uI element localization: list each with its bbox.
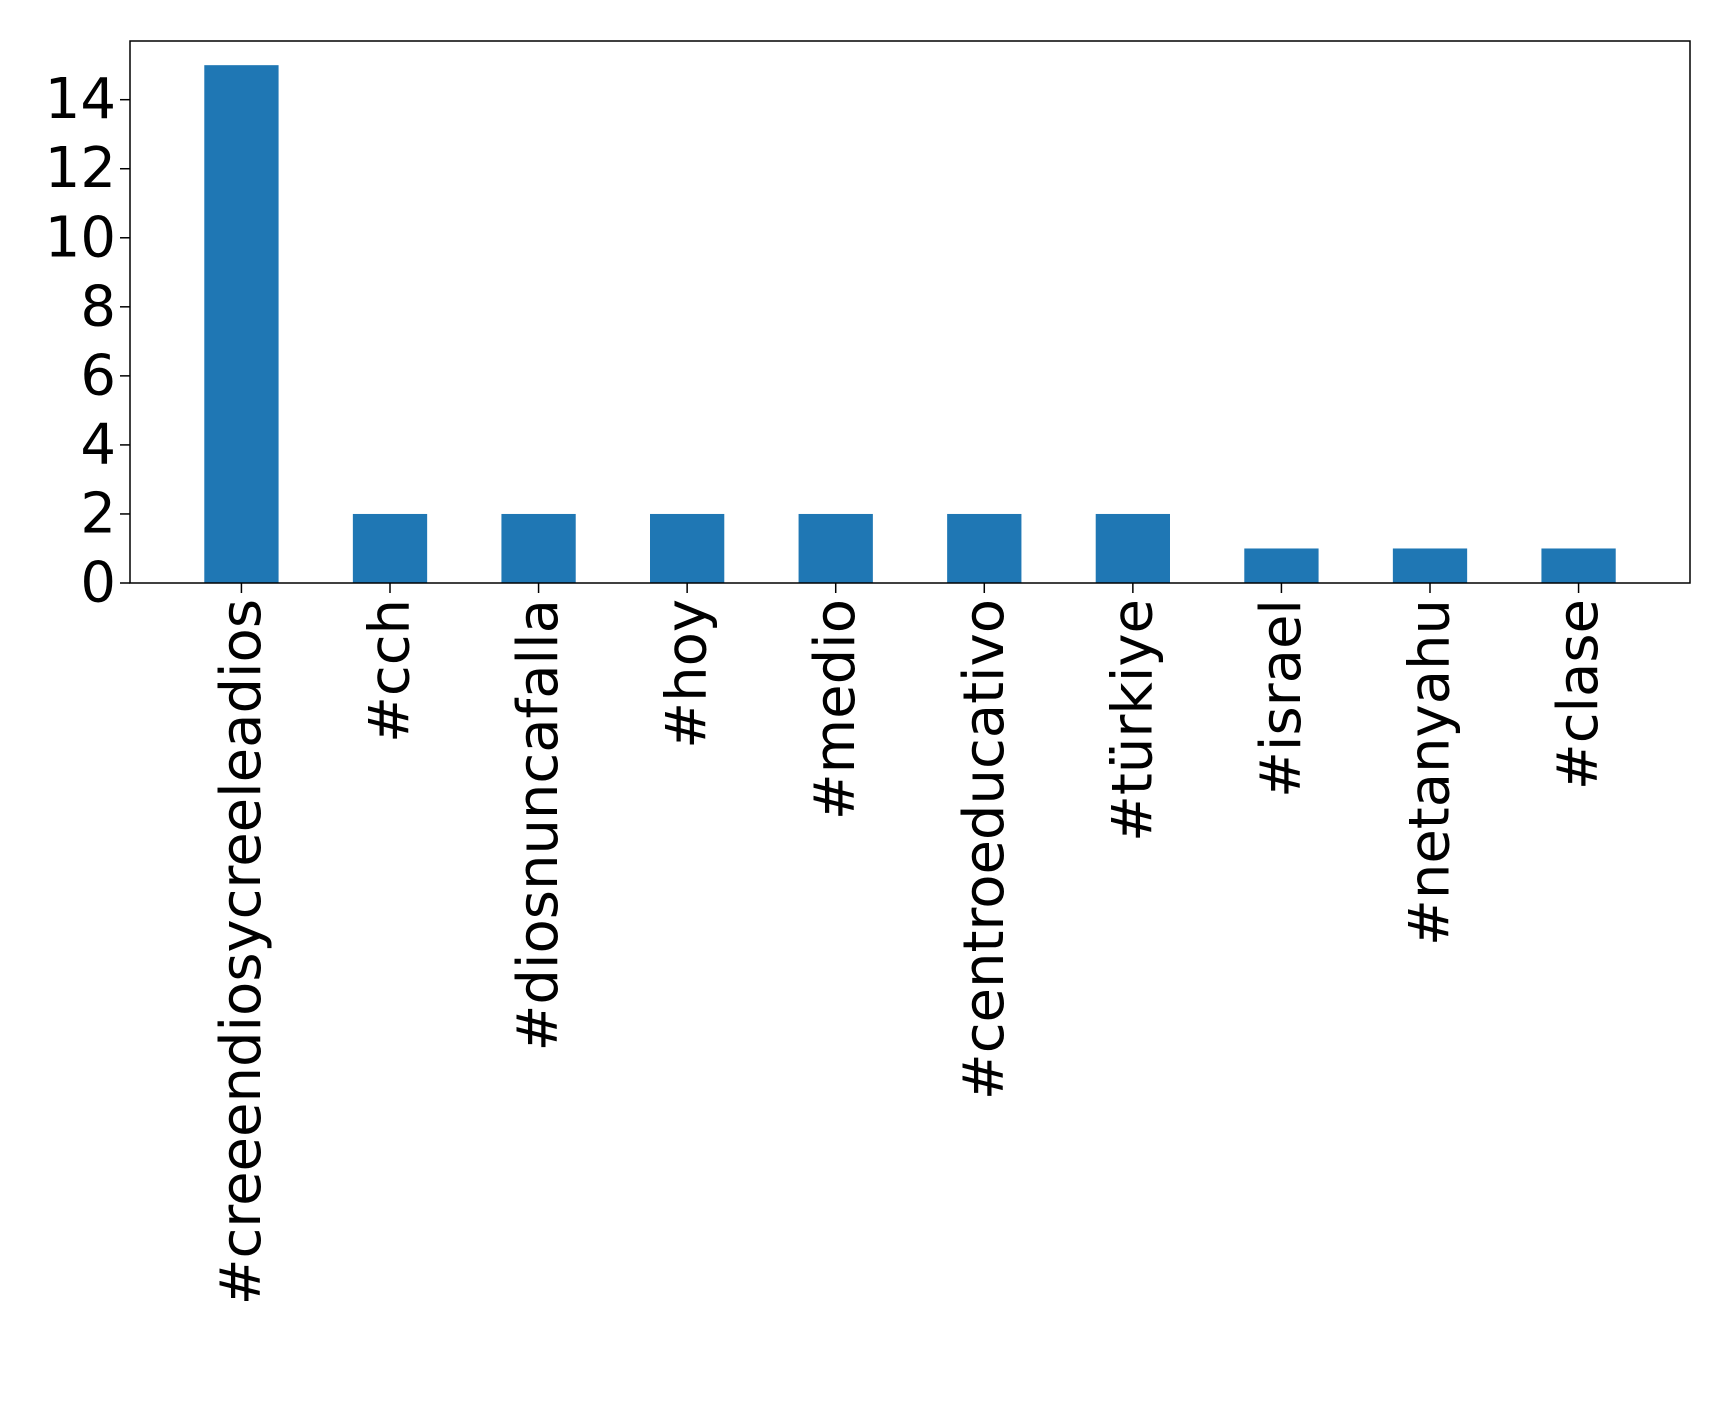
bars-group [204, 65, 1616, 584]
x-axis: #creeendiosycreeleadios #cch #diosnuncafal… [209, 583, 1611, 1305]
x-tick-label: #centroeducativo [952, 599, 1017, 1100]
x-tick-label: #cch [358, 599, 423, 743]
bar-6 [947, 513, 1022, 583]
x-tick-label: #netanyahu [1398, 599, 1463, 946]
y-tick-label: 4 [80, 412, 116, 477]
bar-8 [1244, 548, 1319, 583]
x-tick-label: #türkiye [1100, 599, 1165, 842]
x-tick-label: #medio [803, 599, 868, 820]
x-tick-label: #clase [1546, 599, 1611, 790]
bar-9 [1392, 548, 1468, 583]
bar-10 [1541, 548, 1616, 583]
bar-3 [501, 513, 576, 583]
bar-7 [1095, 513, 1170, 583]
y-tick-label: 12 [45, 136, 116, 201]
y-tick-label: 0 [80, 551, 116, 616]
y-tick-label: 10 [45, 205, 116, 270]
bar-5 [798, 513, 873, 583]
y-tick-label: 2 [80, 481, 116, 546]
bar-1 [204, 65, 279, 584]
plot-frame [129, 40, 1691, 584]
x-tick-label: #diosnuncafalla [506, 599, 571, 1052]
x-tick-label: #creeendiosycreeleadios [209, 599, 274, 1305]
y-tick-label: 8 [80, 274, 116, 339]
bar-4 [650, 513, 725, 583]
y-tick-label: 6 [80, 343, 116, 408]
y-tick-label: 14 [45, 67, 116, 132]
bar-2 [352, 513, 428, 583]
x-tick-label: #israel [1249, 599, 1314, 798]
x-tick-label: #hoy [655, 599, 720, 749]
